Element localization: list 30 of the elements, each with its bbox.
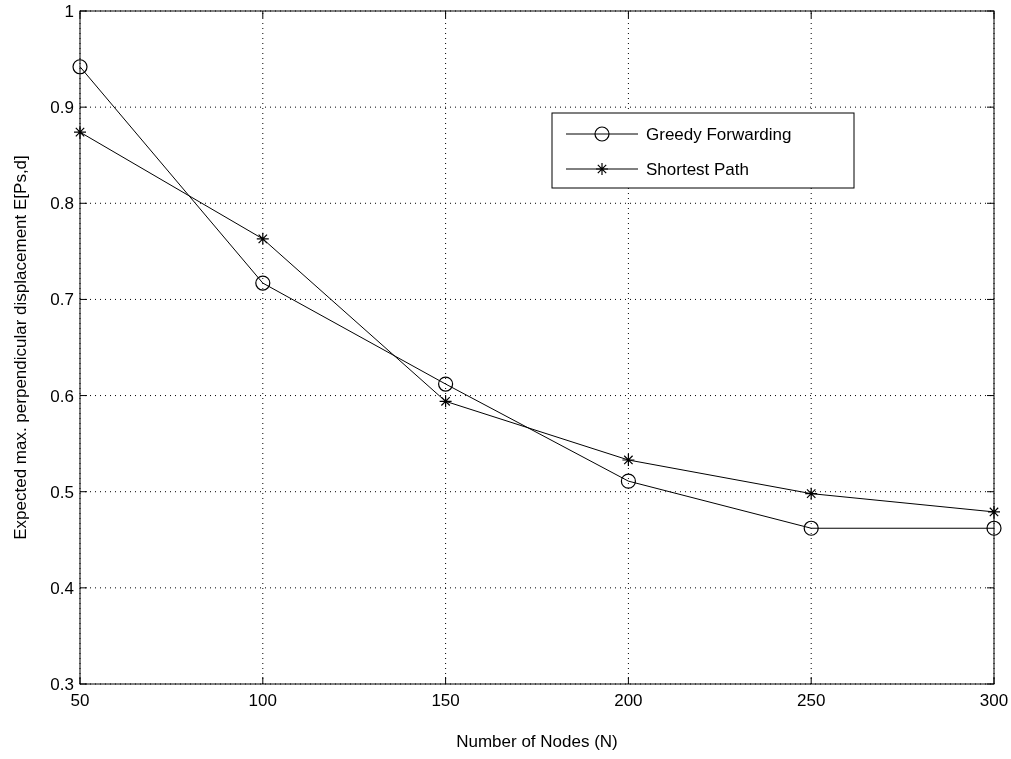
point	[256, 232, 270, 246]
y-tick-label: 0.5	[50, 482, 74, 502]
legend-label: Greedy Forwarding	[646, 124, 792, 144]
x-tick-label: 100	[248, 691, 277, 710]
point	[73, 125, 87, 139]
y-tick-label: 0.4	[50, 578, 74, 598]
y-tick-label: 0.9	[50, 98, 74, 118]
point	[439, 394, 453, 408]
y-tick-label: 0.7	[50, 290, 74, 310]
point	[621, 453, 635, 467]
point	[255, 275, 271, 291]
y-tick-label: 1	[64, 1, 74, 21]
x-tick-label: 300	[979, 691, 1009, 710]
x-tick-label: 200	[614, 691, 643, 710]
point	[986, 520, 1002, 536]
legend-label: Shortest Path	[646, 159, 750, 179]
y-axis-title: Expected max. perpendicular displacement E[Ps,d]	[11, 155, 30, 540]
y-tick-label: 0.8	[50, 194, 74, 214]
x-axis-title: Number of Nodes (N)	[456, 732, 618, 751]
point	[72, 59, 88, 75]
point	[804, 487, 818, 501]
point	[803, 520, 819, 536]
y-tick-label: 0.3	[50, 674, 74, 694]
y-tick-label: 0.6	[50, 386, 74, 406]
point	[438, 376, 454, 392]
point	[620, 473, 636, 489]
point	[987, 505, 1001, 519]
x-tick-label: 250	[797, 691, 826, 710]
x-tick-label: 50	[70, 691, 90, 710]
x-tick-label: 150	[431, 691, 460, 710]
